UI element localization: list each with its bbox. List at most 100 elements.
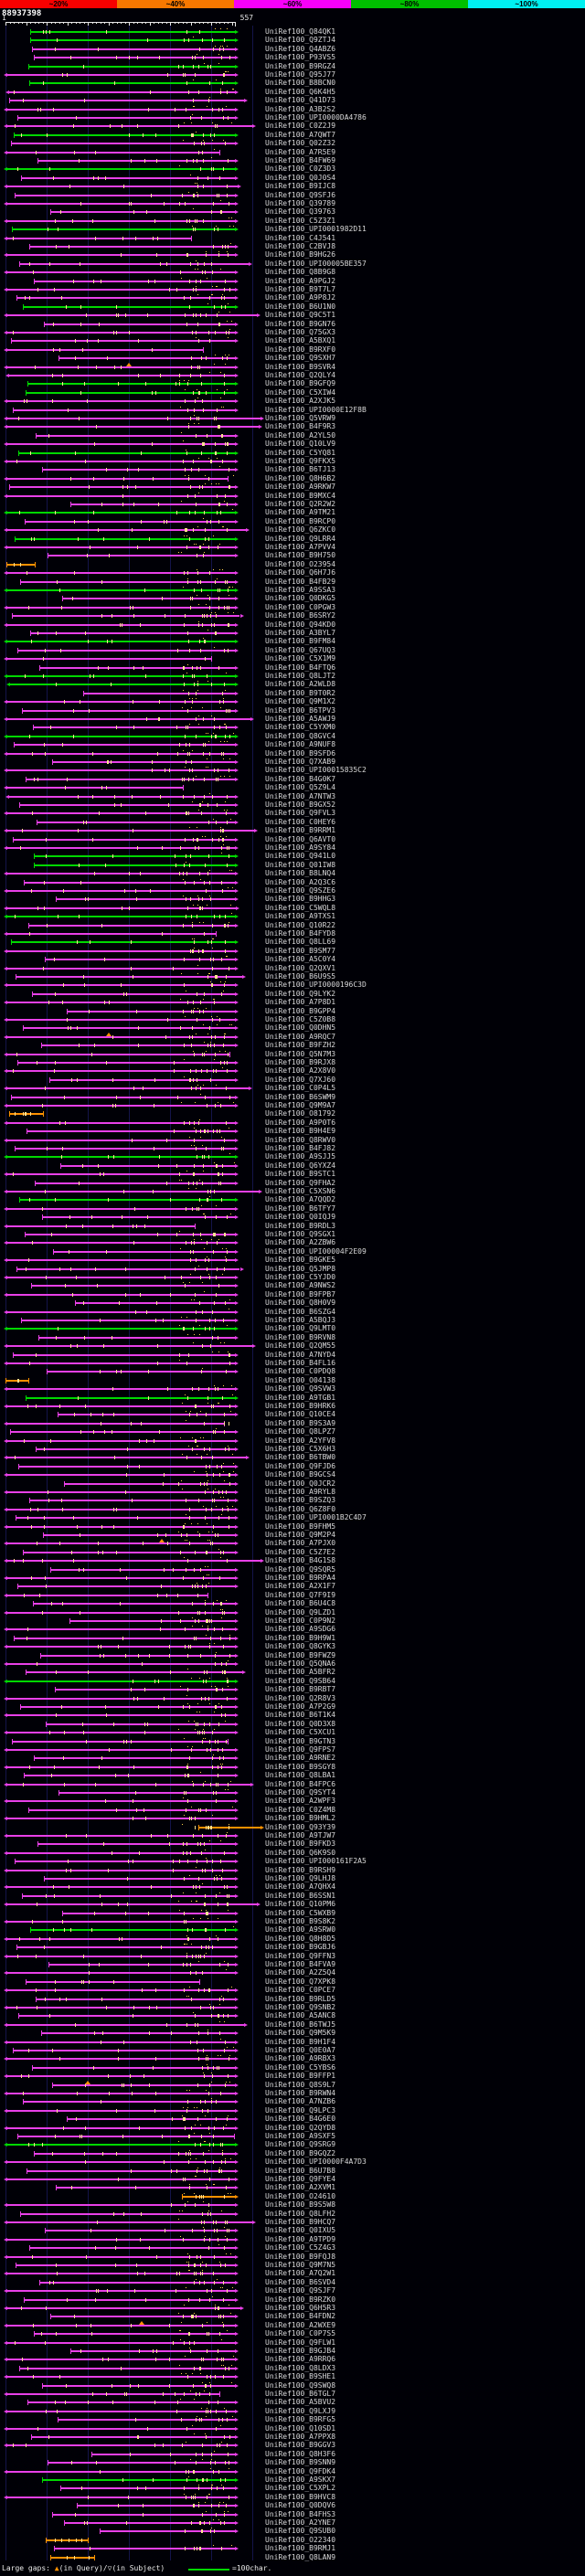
alignment-bar[interactable] [7, 916, 235, 918]
subject-id[interactable]: UniRef100_B9GCS4 [265, 1470, 336, 1479]
alignment-bar[interactable] [16, 976, 242, 978]
subject-id[interactable]: UniRef100_B9SM77 [265, 946, 336, 955]
subject-id[interactable]: UniRef100_B6U1N0 [265, 302, 336, 311]
alignment-bar[interactable] [45, 1878, 235, 1880]
subject-id[interactable]: UniRef100_Q02Z32 [265, 139, 336, 148]
alignment-bar[interactable] [10, 100, 244, 102]
alignment-bar[interactable] [7, 967, 235, 970]
subject-id[interactable]: UniRef100_A5C0Y4 [265, 955, 336, 964]
subject-id[interactable]: UniRef100_B9SGY8 [265, 1762, 336, 1771]
subject-id[interactable]: UniRef100_C5X1M9 [265, 654, 336, 663]
subject-id[interactable]: UniRef100_UPI00004F2E09 [265, 1246, 367, 1256]
subject-id[interactable]: UniRef100_UPI0001982D11 [265, 225, 367, 234]
subject-id[interactable]: UniRef100_UPI0000196C3D [265, 981, 367, 990]
subject-id[interactable]: UniRef100_Q95J77 [265, 70, 336, 79]
alignment-bar[interactable] [23, 1551, 235, 1553]
alignment-bar[interactable] [7, 1937, 235, 1940]
subject-id[interactable]: UniRef100_B9FPB7 [265, 1289, 336, 1299]
subject-id[interactable]: UniRef100_B4FDN2 [265, 2312, 336, 2321]
alignment-bar[interactable] [22, 1894, 235, 1897]
alignment-bar[interactable] [63, 1912, 235, 1914]
alignment-bar[interactable] [7, 563, 35, 566]
subject-id[interactable]: UniRef100_C5Z0B8 [265, 1015, 336, 1023]
alignment-bar[interactable] [13, 615, 240, 618]
subject-id[interactable]: UniRef100_Q6H7J6 [265, 568, 336, 578]
subject-id[interactable]: UniRef100_Q5N7M3 [265, 1049, 336, 1058]
alignment-bar[interactable] [29, 924, 235, 927]
alignment-bar[interactable] [14, 1353, 235, 1356]
subject-id[interactable]: UniRef100_Q67UQ3 [265, 645, 336, 654]
alignment-bar[interactable] [7, 1851, 235, 1854]
alignment-bar[interactable] [58, 1414, 235, 1416]
subject-id[interactable]: UniRef100_B9FFP1 [265, 2072, 336, 2081]
alignment-bar[interactable] [7, 1628, 235, 1631]
subject-id[interactable]: UniRef100_Q84QK1 [265, 27, 336, 36]
alignment-bar[interactable] [7, 1070, 235, 1073]
alignment-bar[interactable] [7, 1242, 235, 1245]
subject-id[interactable]: UniRef100_A2WLD8 [265, 680, 336, 689]
alignment-bar[interactable] [7, 1749, 235, 1751]
alignment-bar[interactable] [34, 855, 235, 858]
subject-id[interactable]: UniRef100_B9HRK6 [265, 1402, 336, 1410]
alignment-bar[interactable] [7, 1388, 235, 1391]
alignment-bar[interactable] [16, 194, 235, 196]
alignment-bar[interactable] [47, 1723, 235, 1725]
subject-id[interactable]: UniRef100_Q9C5T1 [265, 311, 336, 320]
subject-id[interactable]: UniRef100_B9GN76 [265, 319, 336, 328]
subject-id[interactable]: UniRef100_A9NUF8 [265, 740, 336, 749]
subject-id[interactable]: UniRef100_B9RZK0 [265, 2295, 336, 2304]
alignment-bar[interactable] [7, 400, 235, 403]
subject-id[interactable]: UniRef100_Q9SJF7 [265, 2286, 336, 2295]
subject-id[interactable]: UniRef100_C5YJD0 [265, 1273, 336, 1281]
subject-id[interactable]: UniRef100_Q8LDX3 [265, 2363, 336, 2372]
alignment-bar[interactable] [7, 529, 247, 532]
subject-id[interactable]: UniRef100_C2BVJ8 [265, 242, 336, 250]
alignment-bar[interactable] [48, 1964, 235, 1966]
alignment-bar[interactable] [65, 2522, 235, 2524]
alignment-bar[interactable] [7, 2273, 235, 2275]
subject-id[interactable]: UniRef100_B4G1S8 [265, 1556, 336, 1565]
alignment-bar[interactable] [63, 598, 235, 600]
alignment-bar[interactable] [7, 1508, 235, 1511]
alignment-bar[interactable] [7, 1989, 235, 1992]
subject-id[interactable]: UniRef100_B4G6E0 [265, 2115, 336, 2124]
subject-id[interactable]: UniRef100_A7QWT7 [265, 130, 336, 139]
subject-id[interactable]: UniRef100_Q2R8V3 [265, 1693, 336, 1702]
alignment-bar[interactable] [7, 2376, 235, 2379]
subject-id[interactable]: UniRef100_A9RNE2 [265, 1754, 336, 1763]
subject-id[interactable]: UniRef100_B6TWJ5 [265, 2019, 336, 2029]
subject-id[interactable]: UniRef100_A9P8J2 [265, 293, 336, 302]
subject-id[interactable]: UniRef100_A2XJK5 [265, 397, 336, 406]
subject-id[interactable]: UniRef100_A9SXF5 [265, 2132, 336, 2140]
alignment-bar[interactable] [58, 2419, 235, 2422]
subject-id[interactable]: UniRef100_A2X1F7 [265, 1582, 336, 1591]
subject-id[interactable]: UniRef100_UPI00015835C2 [265, 766, 367, 775]
subject-id[interactable]: UniRef100_C5XPL2 [265, 2484, 336, 2493]
subject-id[interactable]: UniRef100_Q9SWQ8 [265, 2380, 336, 2390]
alignment-bar[interactable] [32, 48, 235, 50]
alignment-bar[interactable] [7, 108, 235, 111]
alignment-bar[interactable] [16, 1946, 235, 1949]
alignment-bar[interactable] [7, 787, 183, 790]
subject-id[interactable]: UniRef100_B9GTN3 [265, 1736, 336, 1745]
subject-id[interactable]: UniRef100_Q6Z8F0 [265, 1504, 336, 1513]
alignment-bar[interactable] [67, 2118, 235, 2121]
alignment-bar[interactable] [40, 1654, 235, 1657]
alignment-bar[interactable] [7, 125, 252, 128]
subject-id[interactable]: UniRef100_Q10LV9 [265, 440, 336, 449]
alignment-bar[interactable] [7, 477, 228, 480]
subject-id[interactable]: UniRef100_B9HVC8 [265, 2492, 336, 2501]
subject-id[interactable]: UniRef100_B6TPV3 [265, 705, 336, 715]
alignment-bar[interactable] [58, 357, 235, 360]
subject-id[interactable]: UniRef100_B9RCP0 [265, 516, 336, 525]
alignment-bar[interactable] [7, 1542, 235, 1545]
alignment-bar[interactable] [7, 2109, 235, 2112]
alignment-bar[interactable] [7, 1560, 261, 1563]
subject-id[interactable]: UniRef100_B6SWM9 [265, 1092, 336, 1101]
subject-id[interactable]: UniRef100_A9RKW7 [265, 482, 336, 492]
subject-id[interactable]: UniRef100_C5Z7E2 [265, 1547, 336, 1556]
subject-id[interactable]: UniRef100_Q9LPC3 [265, 2105, 336, 2115]
alignment-bar[interactable] [24, 881, 235, 884]
alignment-bar[interactable] [59, 1792, 235, 1794]
alignment-bar[interactable] [7, 2007, 235, 2009]
